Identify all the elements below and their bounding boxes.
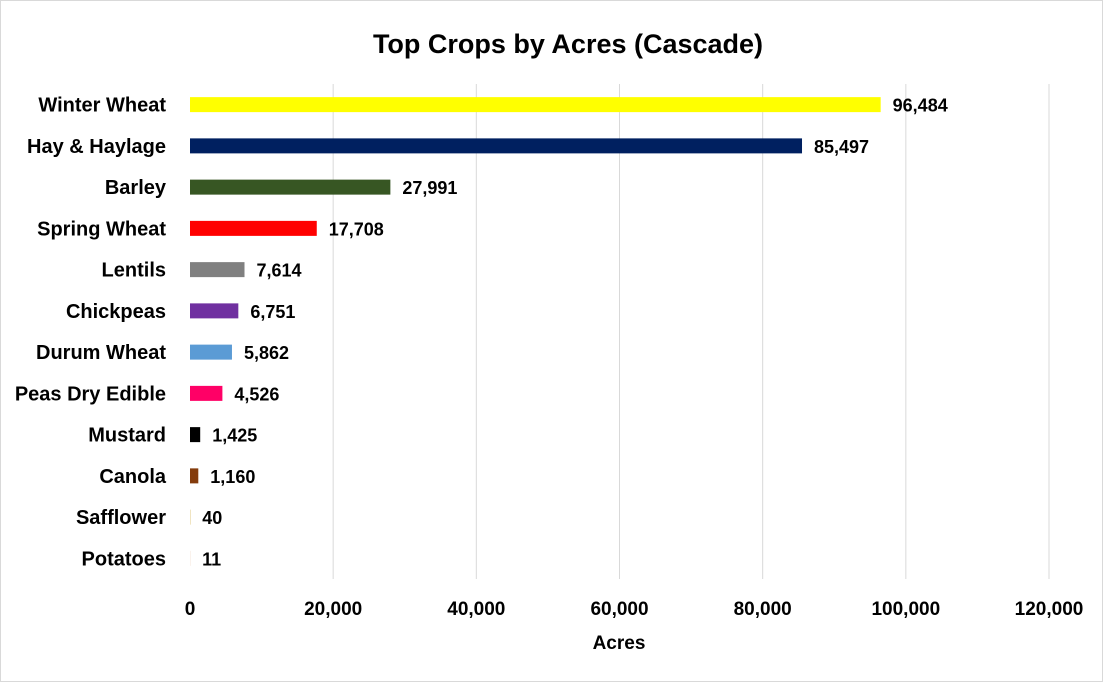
data-label: 40: [202, 508, 222, 528]
category-label: Lentils: [102, 260, 166, 282]
data-label: 7,614: [257, 261, 302, 281]
category-label: Winter Wheat: [38, 95, 166, 117]
bar: [190, 303, 239, 319]
category-label: Canola: [99, 466, 167, 488]
x-axis-title: Acres: [593, 633, 646, 654]
data-label: 11: [202, 549, 221, 569]
bar: [190, 179, 391, 195]
category-label: Barley: [105, 177, 167, 199]
bar: [190, 138, 803, 154]
data-label: 5,862: [244, 343, 289, 363]
bar: [190, 97, 881, 113]
data-label: 17,708: [329, 219, 384, 239]
bar: [190, 385, 223, 401]
x-tick-label: 20,000: [304, 599, 362, 620]
category-labels: Winter Wheat Hay & Haylage Barley Spring Wh…: [15, 95, 167, 571]
category-label: Hay & Haylage: [27, 136, 166, 158]
data-label: 6,751: [250, 302, 295, 322]
bar: [190, 220, 317, 236]
data-label: 85,497: [814, 137, 869, 157]
category-label: Peas Dry Edible: [15, 383, 166, 405]
data-label: 27,991: [402, 178, 457, 198]
category-label: Durum Wheat: [36, 342, 166, 364]
data-label: 96,484: [893, 96, 948, 116]
x-tick-label: 80,000: [734, 599, 792, 620]
bar: [190, 468, 199, 484]
bar: [190, 344, 232, 360]
data-label: 1,425: [212, 426, 257, 446]
bars: [190, 97, 881, 566]
category-label: Spring Wheat: [37, 218, 166, 240]
x-tick-labels: 0 20,000 40,000 60,000 80,000 100,000 120,000: [185, 599, 1084, 620]
x-tick-label: 100,000: [871, 599, 940, 620]
data-labels: 96,484 85,497 27,991 17,708 7,614 6,751 5,862 4…: [202, 96, 948, 570]
x-tick-label: 40,000: [447, 599, 505, 620]
x-tick-label: 60,000: [590, 599, 648, 620]
category-label: Potatoes: [82, 548, 166, 570]
chart-title: Top Crops by Acres (Cascade): [373, 29, 763, 59]
bar: [190, 262, 245, 278]
x-tick-label: 120,000: [1015, 599, 1084, 620]
category-label: Chickpeas: [66, 301, 166, 323]
gridlines: [332, 84, 1050, 579]
data-label: 4,526: [234, 384, 279, 404]
category-label: Safflower: [76, 507, 166, 529]
data-label: 1,160: [210, 467, 255, 487]
bar: [190, 427, 201, 443]
category-label: Mustard: [88, 425, 166, 447]
x-tick-label: 0: [185, 599, 196, 620]
